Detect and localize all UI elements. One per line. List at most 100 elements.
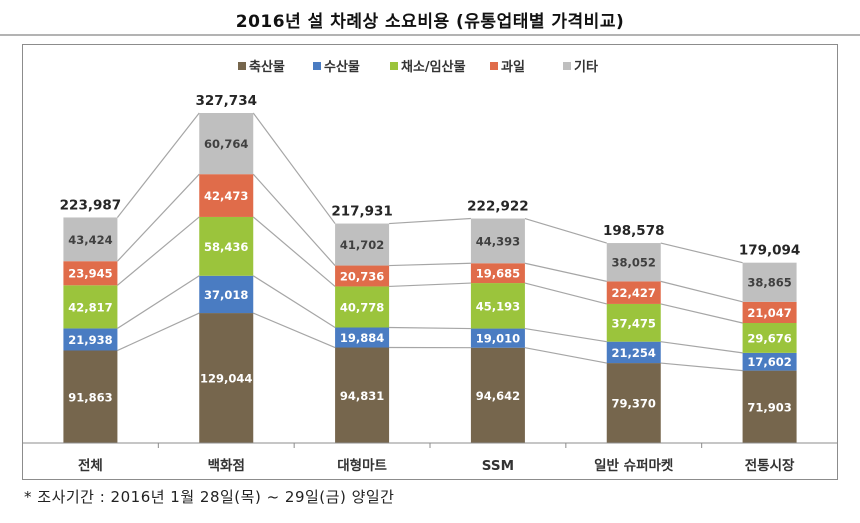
series-connector-line [660,362,743,372]
bar-segment [470,263,525,284]
bar-segment [199,275,254,314]
data-label: 91,863 [68,390,112,404]
data-label: 60,764 [204,137,248,151]
series-connector-line [660,341,743,354]
legend-item: 기타 [563,59,598,75]
x-axis: 전체 백화점 대형마트 SSM 일반 슈퍼마켓 전통시장 [22,442,838,474]
legend-label: 수산물 [324,59,360,75]
series-connector-line [524,327,607,343]
series-connector-line [252,275,336,328]
legend-swatch [563,62,571,70]
bar-segment [606,363,661,443]
data-label: 45,193 [476,299,520,313]
x-tick-label: 대형마트 [337,457,387,474]
series-connector-line [252,173,336,266]
bar-segment [742,262,797,302]
bar-segment [63,328,118,351]
data-label: 21,254 [612,346,656,360]
x-tick-label: 전체 [78,457,103,474]
data-label: 41,702 [340,238,384,252]
x-tick-label: 전통시장 [745,457,795,474]
bars: 91,863 21,938 42,817 23,945 43,424 223,987 129… [60,93,801,443]
x-tick-label: 백화점 [208,457,245,474]
data-label: 129,044 [200,372,252,386]
bar-segment [742,370,797,443]
series-connector-line [524,282,607,305]
data-label: 19,685 [476,267,520,281]
series-connector-line [116,112,200,218]
data-label: 58,436 [204,240,248,254]
total-label: 217,931 [331,204,393,220]
chart-frame [22,44,838,480]
legend-label: 과일 [501,60,525,75]
legend-item: 채소/임산물 [390,59,466,75]
legend-label: 축산물 [249,59,285,75]
data-label: 23,945 [68,267,112,281]
data-label: 44,393 [476,234,520,248]
x-tick-label: 일반 슈퍼마켓 [594,457,674,474]
series-connector-line [389,282,471,288]
total-label: 222,922 [467,199,529,215]
data-label: 42,473 [204,189,248,203]
series-connector-line [524,347,607,364]
series-connector-line [660,280,743,303]
bar-stack: 94,831 19,884 40,778 20,736 41,702 217,931 [331,204,393,443]
data-label: 94,831 [340,389,384,403]
bar-segment [63,217,118,262]
data-label: 43,424 [68,233,112,247]
series-connector-line [389,262,471,267]
data-label: 42,817 [68,300,112,314]
bar-segment [470,283,525,329]
bar-segment [335,347,390,443]
series-connector-line [117,275,200,329]
series-connector-line [252,112,336,224]
bar-segment [606,243,661,282]
data-label: 38,865 [747,276,791,290]
bar-segment [199,216,254,276]
bar-segment [470,347,525,443]
data-label: 79,370 [612,397,656,411]
legend-item: 과일 [490,60,525,75]
series-connector-line [117,216,200,286]
bar-stack: 91,863 21,938 42,817 23,945 43,424 223,987 [60,197,121,443]
bar-segment [199,112,254,175]
legend-swatch [238,62,246,70]
bar-segment [335,265,390,287]
data-label: 19,884 [340,331,384,345]
series-connector-line [116,173,200,262]
series-connector-line [524,262,607,282]
bar-segment [742,322,797,353]
legend-label: 채소/임산물 [401,59,466,75]
bar-stack: 71,903 17,602 29,676 21,047 38,865 179,094 [739,243,801,443]
series-connector-line [660,303,743,324]
bar-segment [335,327,390,348]
data-label: 17,602 [747,355,791,369]
data-label: 71,903 [747,400,791,414]
bar-segment [335,223,390,266]
bar-segment [470,328,525,348]
bar-stack: 129,044 37,018 58,436 42,473 60,764 327,734 [196,93,258,443]
data-label: 20,736 [340,269,384,283]
bar-segment [742,301,797,323]
series-connector-line [660,242,743,264]
series-connector-lines [116,112,743,372]
series-connector-line [252,216,336,287]
total-label: 179,094 [739,243,801,259]
bar-stack: 94,642 19,010 45,193 19,685 44,393 222,922 [467,199,529,443]
data-label: 94,642 [476,389,520,403]
bar-stack: 79,370 21,254 37,475 22,427 38,052 198,578 [603,223,665,443]
series-connector-line [253,312,336,349]
series-connector-line [389,217,471,225]
x-tick-label: SSM [482,458,514,474]
legend-item: 축산물 [238,59,285,75]
total-label: 327,734 [196,93,258,109]
data-label: 21,938 [68,333,112,347]
bar-segment [606,303,661,342]
series-connector-line [389,326,471,330]
data-label: 21,047 [747,306,791,320]
bar-segment [199,174,254,217]
chart-title: 2016년 설 차례상 소요비용 (유통업태별 가격비교) [235,12,625,32]
legend-label: 기타 [574,59,598,75]
bar-segment [63,350,118,443]
